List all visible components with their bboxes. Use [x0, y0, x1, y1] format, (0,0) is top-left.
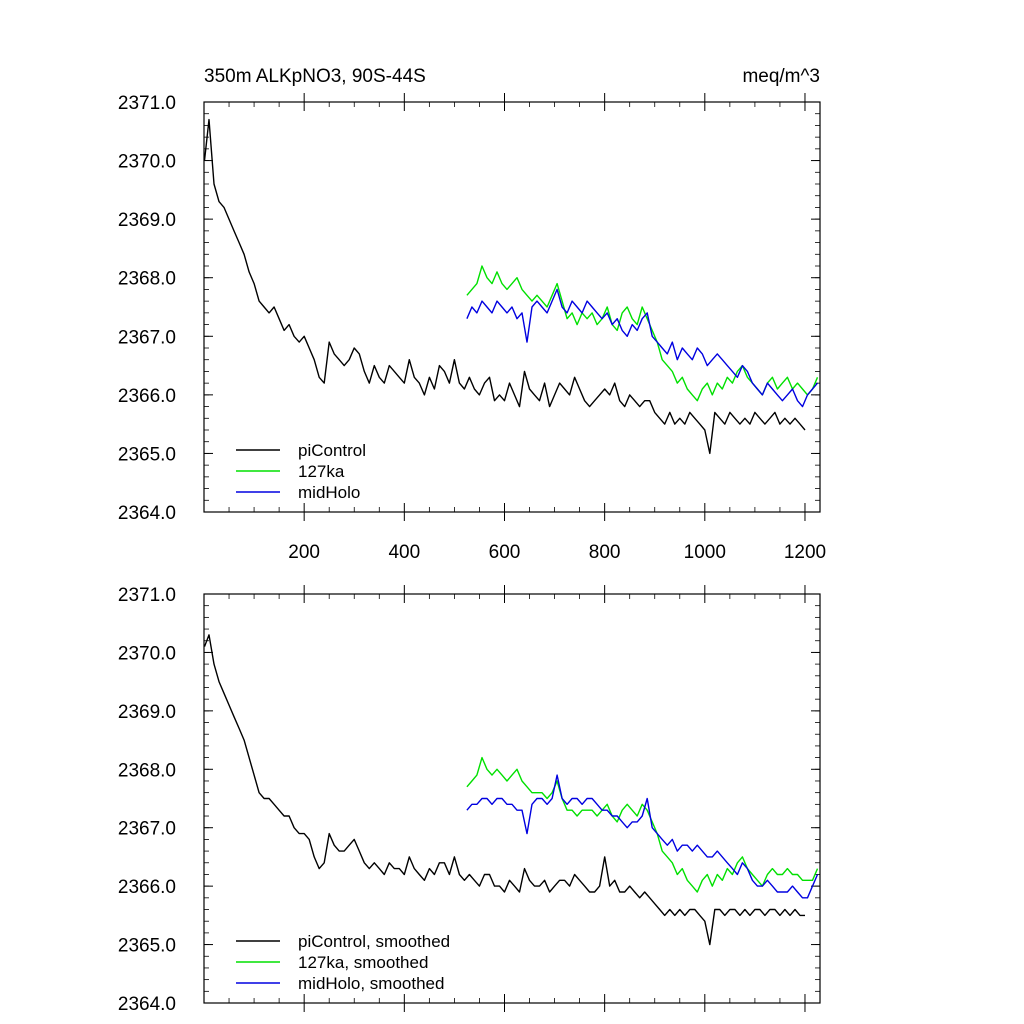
- legend-label: 127ka, smoothed: [298, 953, 428, 972]
- legend-label: piControl, smoothed: [298, 932, 450, 951]
- plot-frame: [203, 593, 821, 1004]
- y-tick-label: 2366.0: [118, 877, 176, 898]
- y-tick-label: 2369.0: [118, 210, 176, 231]
- y-tick-label: 2365.0: [118, 936, 176, 957]
- y-tick-label: 2370.0: [118, 152, 176, 173]
- y-tick-label: 2368.0: [118, 760, 176, 781]
- title-right: meq/m^3: [742, 66, 820, 87]
- y-tick-label: 2367.0: [118, 819, 176, 840]
- series-line-midholo: [466, 288, 819, 408]
- plot-frame: [203, 101, 821, 513]
- x-tick-label: 1200: [784, 542, 826, 563]
- y-tick-label: 2365.0: [118, 444, 176, 465]
- bottom-panel: 2364.0 2365.0 2366.0 2367.0 2368.0 2369.0 2370…: [118, 585, 821, 1015]
- y-tick-label: 2370.0: [118, 643, 176, 664]
- top-panel: 2364.0 2365.0 2366.0 2367.0 2368.0 2369.0 2370…: [118, 93, 826, 563]
- x-tick-label: 200: [288, 542, 320, 563]
- x-tick-label: 600: [489, 542, 521, 563]
- series-line-127ka: [466, 265, 819, 402]
- legend-label: midHolo, smoothed: [298, 974, 444, 993]
- series-line-midholo-smoothed: [466, 774, 819, 899]
- legend-label: piControl: [298, 441, 366, 460]
- x-tick-label: 400: [388, 542, 420, 563]
- y-tick-label: 2367.0: [118, 327, 176, 348]
- x-tick-label: 800: [589, 542, 621, 563]
- y-tick-label: 2369.0: [118, 702, 176, 723]
- legend-label: 127ka: [298, 462, 345, 481]
- y-tick-label: 2371.0: [118, 93, 176, 114]
- y-tick-label: 2368.0: [118, 269, 176, 290]
- y-tick-label: 2364.0: [118, 994, 176, 1015]
- series-line-picontrol-smoothed: [203, 634, 805, 946]
- y-tick-label: 2371.0: [118, 585, 176, 606]
- x-tick-label: 1000: [684, 542, 726, 563]
- y-tick-label: 2366.0: [118, 386, 176, 407]
- series-line-picontrol: [203, 118, 806, 455]
- y-tick-label: 2364.0: [118, 503, 176, 524]
- title-left: 350m ALKpNO3, 90S-44S: [204, 66, 426, 87]
- legend-label: midHolo: [298, 483, 360, 502]
- series-line-127ka-smoothed: [466, 756, 819, 893]
